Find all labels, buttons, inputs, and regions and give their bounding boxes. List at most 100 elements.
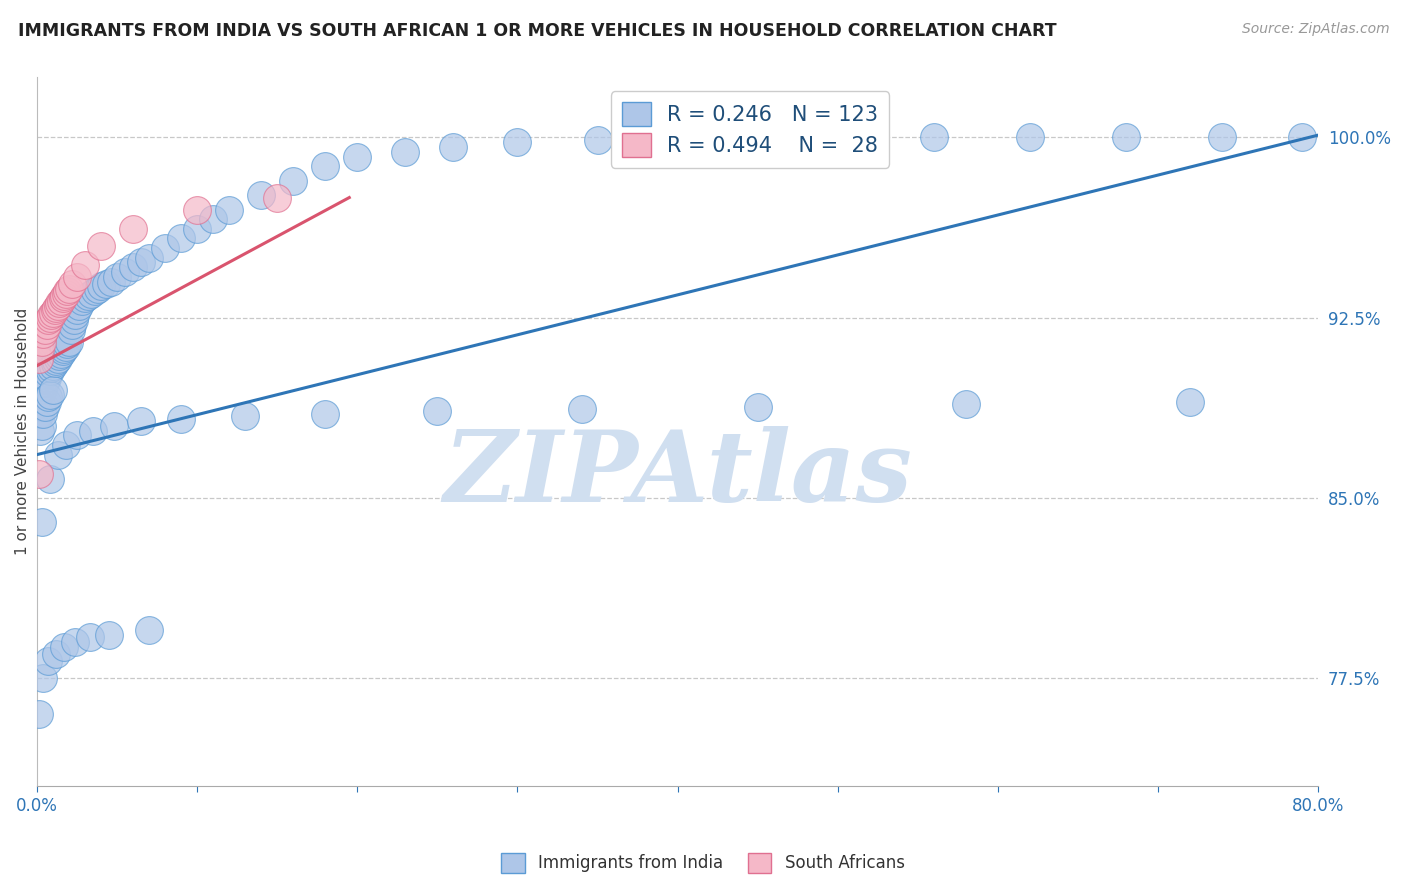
Point	[34, 376, 56, 390]
Point	[42, 306, 65, 320]
Point	[53, 640, 76, 654]
Point	[170, 231, 193, 245]
Point	[346, 150, 368, 164]
Point	[747, 400, 769, 414]
Point	[202, 212, 225, 227]
Point	[426, 404, 449, 418]
Point	[571, 401, 593, 416]
Point	[37, 342, 59, 356]
Point	[67, 299, 90, 313]
Point	[53, 289, 76, 303]
Point	[49, 347, 72, 361]
Point	[34, 351, 56, 366]
Point	[48, 296, 70, 310]
Point	[186, 202, 208, 217]
Point	[35, 347, 58, 361]
Point	[32, 383, 55, 397]
Text: IMMIGRANTS FROM INDIA VS SOUTH AFRICAN 1 OR MORE VEHICLES IN HOUSEHOLD CORRELATI: IMMIGRANTS FROM INDIA VS SOUTH AFRICAN 1…	[18, 22, 1057, 40]
Point	[42, 334, 65, 349]
Point	[65, 308, 87, 322]
Point	[27, 351, 49, 366]
Point	[44, 332, 66, 346]
Point	[46, 327, 69, 342]
Point	[129, 255, 152, 269]
Point	[27, 370, 49, 384]
Point	[27, 467, 49, 481]
Point	[129, 414, 152, 428]
Point	[747, 130, 769, 145]
Point	[48, 349, 70, 363]
Point	[59, 323, 82, 337]
Point	[41, 308, 63, 322]
Point	[42, 359, 65, 373]
Point	[122, 221, 145, 235]
Point	[45, 301, 67, 315]
Point	[66, 303, 89, 318]
Point	[1211, 130, 1233, 145]
Point	[83, 285, 105, 299]
Point	[70, 293, 93, 308]
Text: ZIPAtlas: ZIPAtlas	[443, 426, 912, 523]
Text: Source: ZipAtlas.com: Source: ZipAtlas.com	[1241, 22, 1389, 37]
Point	[55, 316, 77, 330]
Point	[79, 630, 101, 644]
Point	[37, 390, 59, 404]
Point	[55, 286, 77, 301]
Point	[52, 320, 75, 334]
Point	[58, 310, 80, 325]
Point	[31, 383, 53, 397]
Point	[100, 275, 122, 289]
Point	[60, 277, 83, 291]
Point	[30, 383, 52, 397]
Y-axis label: 1 or more Vehicles in Household: 1 or more Vehicles in Household	[15, 308, 30, 556]
Point	[1291, 130, 1313, 145]
Point	[80, 286, 103, 301]
Point	[41, 361, 63, 376]
Point	[27, 707, 49, 722]
Point	[32, 671, 55, 685]
Point	[250, 188, 273, 202]
Point	[82, 424, 104, 438]
Point	[94, 277, 117, 291]
Point	[52, 292, 75, 306]
Point	[186, 221, 208, 235]
Point	[44, 356, 66, 370]
Point	[48, 325, 70, 339]
Point	[56, 337, 79, 351]
Point	[955, 397, 977, 411]
Point	[90, 238, 112, 252]
Point	[30, 424, 52, 438]
Point	[38, 387, 60, 401]
Point	[31, 515, 53, 529]
Point	[60, 318, 83, 332]
Point	[65, 635, 87, 649]
Point	[31, 400, 53, 414]
Point	[53, 318, 76, 332]
Point	[27, 383, 49, 397]
Legend: R = 0.246   N = 123, R = 0.494    N =  28: R = 0.246 N = 123, R = 0.494 N = 28	[612, 91, 889, 168]
Point	[55, 438, 77, 452]
Point	[90, 279, 112, 293]
Point	[266, 190, 288, 204]
Point	[35, 394, 58, 409]
Point	[46, 351, 69, 366]
Point	[49, 323, 72, 337]
Point	[38, 339, 60, 353]
Point	[233, 409, 256, 424]
Point	[45, 354, 67, 368]
Point	[32, 407, 55, 421]
Point	[31, 359, 53, 373]
Point	[98, 628, 121, 642]
Point	[30, 407, 52, 421]
Point	[30, 342, 52, 356]
Point	[122, 260, 145, 275]
Legend: Immigrants from India, South Africans: Immigrants from India, South Africans	[495, 847, 911, 880]
Point	[46, 299, 69, 313]
Point	[38, 310, 60, 325]
Point	[31, 418, 53, 433]
Point	[45, 330, 67, 344]
Point	[586, 133, 609, 147]
Point	[77, 289, 100, 303]
Point	[56, 285, 79, 299]
Point	[1178, 394, 1201, 409]
